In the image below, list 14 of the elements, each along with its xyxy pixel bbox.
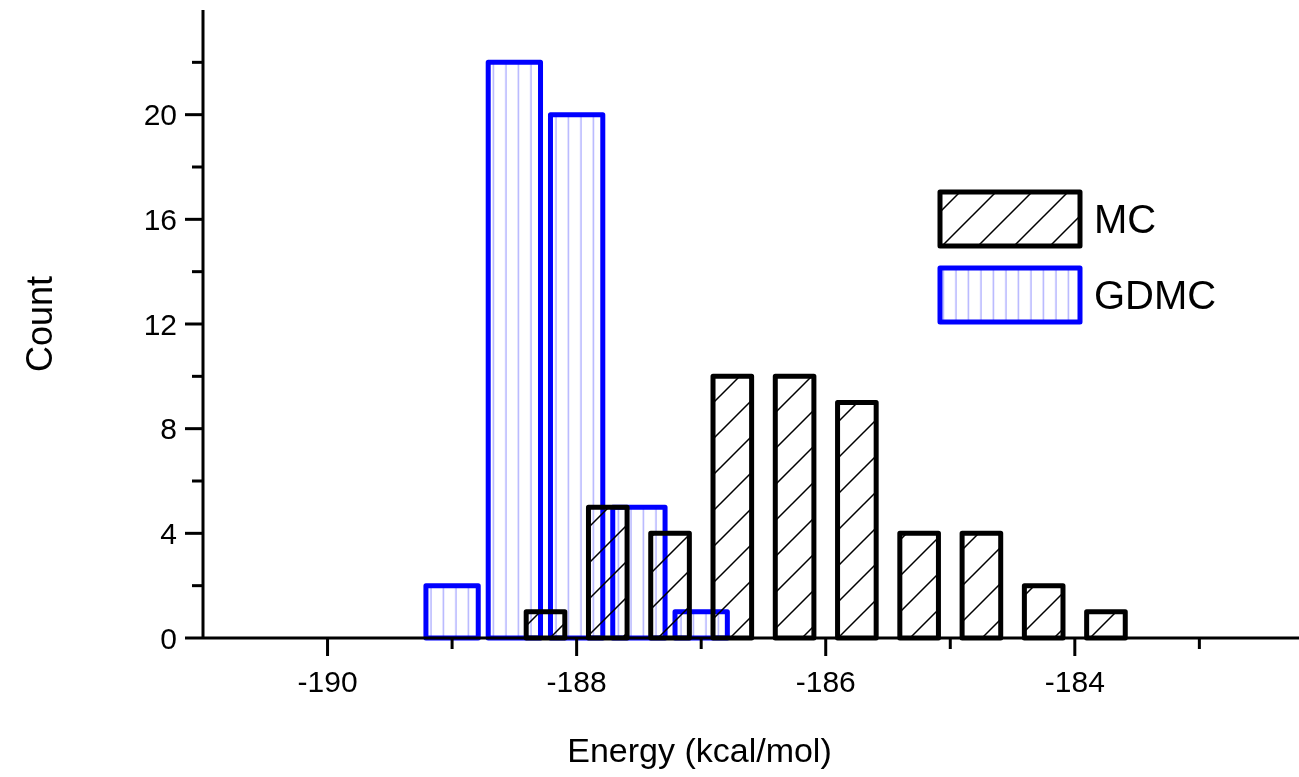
y-tick-label: 8 <box>160 412 177 446</box>
x-axis-title: Energy (kcal/mol) <box>567 731 832 769</box>
x-tick-label: -184 <box>1044 665 1105 698</box>
legend-label: GDMC <box>1094 273 1217 317</box>
x-tick-label: -186 <box>795 665 856 698</box>
y-tick-label: 16 <box>143 202 177 236</box>
x-tick-label: -190 <box>297 665 358 698</box>
y-tick-label: 4 <box>160 516 177 550</box>
x-tick-label: -188 <box>546 665 607 698</box>
y-tick-label: 12 <box>143 307 177 341</box>
y-tick-label: 20 <box>143 98 177 132</box>
y-tick-label: 0 <box>160 621 177 655</box>
y-axis-title: Count <box>19 275 60 373</box>
legend-label: MC <box>1094 197 1157 241</box>
